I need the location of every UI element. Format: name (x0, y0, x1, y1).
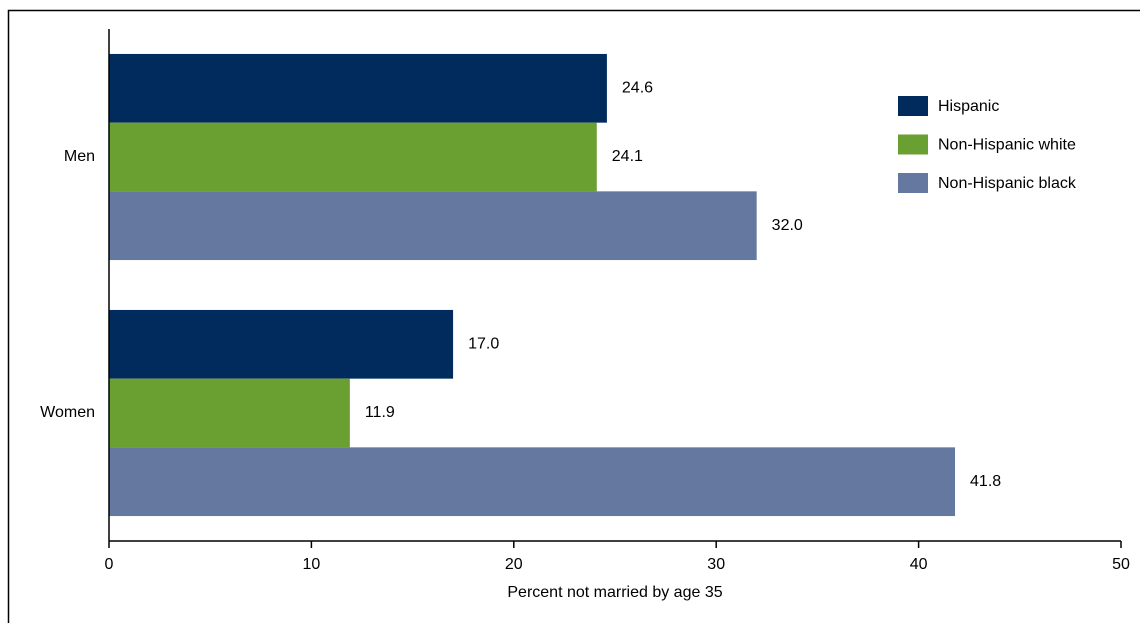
value-label: 24.1 (612, 148, 643, 165)
bar (109, 378, 350, 448)
x-tick-label: 20 (505, 556, 523, 573)
bar (109, 447, 956, 517)
value-label: 41.8 (970, 473, 1001, 490)
legend-swatch (898, 134, 928, 155)
y-tick-label: Men (64, 148, 95, 165)
value-label: 17.0 (468, 336, 499, 353)
legend-swatch (898, 173, 928, 193)
value-label: 32.0 (772, 217, 803, 234)
frame (7, 9, 1140, 623)
x-axis-label: Percent not married by age 35 (507, 584, 722, 601)
bar (109, 309, 454, 379)
value-label: 11.9 (365, 404, 395, 421)
legend-label: Non-Hispanic black (938, 175, 1077, 192)
bar (109, 191, 757, 261)
legend-label: Hispanic (938, 98, 999, 115)
x-tick-label: 30 (707, 556, 725, 573)
bar (109, 53, 607, 123)
x-tick-label: 10 (303, 556, 321, 573)
x-tick-label: 40 (910, 556, 928, 573)
y-tick-label: Women (40, 404, 95, 421)
x-tick-label: 0 (105, 556, 114, 573)
bar (109, 122, 597, 192)
value-label: 24.6 (622, 80, 653, 97)
legend-swatch (898, 96, 928, 116)
x-tick-label: 50 (1112, 556, 1130, 573)
legend-label: Non-Hispanic white (938, 137, 1076, 154)
